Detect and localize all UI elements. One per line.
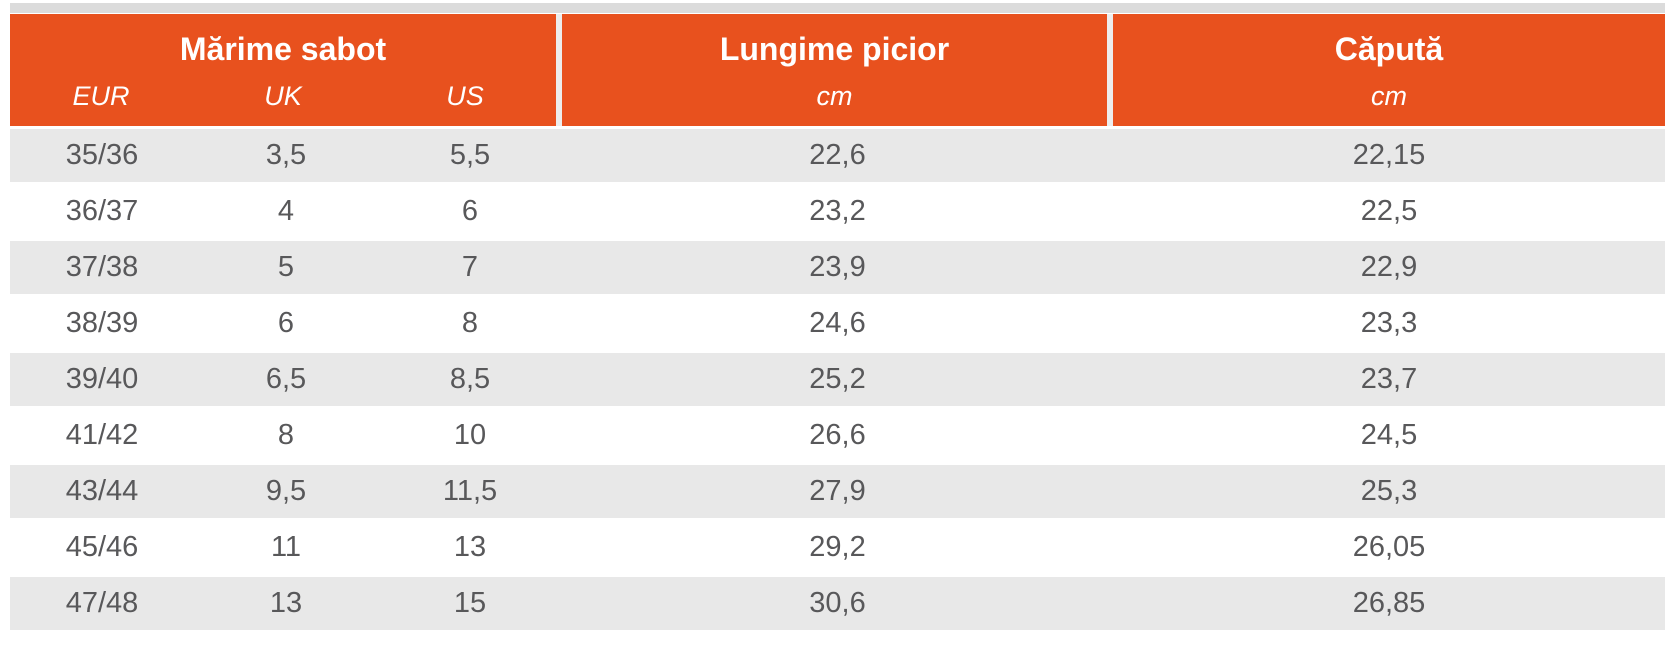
cell-caputa: 22,5 [1360, 195, 1418, 227]
cell-uk: 6 [277, 307, 295, 339]
cell-eur: 39/40 [65, 363, 139, 395]
cell-uk: 11 [270, 531, 302, 563]
table-row: 37/38 5 7 23,9 22,9 [10, 241, 1665, 294]
table-row: 43/44 9,5 11,5 27,9 25,3 [10, 465, 1665, 518]
header-group-caputa: Căpută cm [1113, 14, 1665, 126]
cell-uk: 9,5 [265, 475, 307, 507]
cell-caputa: 26,05 [1352, 531, 1426, 563]
header-sub-eur: EUR [72, 81, 130, 111]
cell-caputa: 22,15 [1352, 139, 1426, 171]
cell-lungime-picior: 24,6 [809, 307, 866, 339]
cell-eur: 43/44 [65, 475, 139, 507]
cell-uk: 5 [277, 251, 295, 283]
cell-uk: 13 [269, 587, 303, 619]
header-sub-us: US [446, 81, 484, 111]
cell-us: 15 [453, 587, 487, 619]
cell-uk: 4 [277, 195, 295, 227]
cell-caputa: 24,5 [1360, 419, 1418, 451]
size-chart-table: Mărime sabot EUR UK US Lungime picior cm… [10, 3, 1665, 630]
table-row: 38/39 6 8 24,6 23,3 [10, 297, 1665, 350]
table-row: 35/36 3,5 5,5 22,6 22,15 [10, 129, 1665, 182]
cell-us: 8 [461, 307, 479, 339]
cell-us: 13 [453, 531, 487, 563]
cell-lungime-picior: 26,6 [809, 419, 866, 451]
cell-uk: 6,5 [265, 363, 307, 395]
cell-eur: 45/46 [65, 531, 139, 563]
table-header: Mărime sabot EUR UK US Lungime picior cm… [10, 14, 1665, 126]
cell-us: 6 [461, 195, 479, 227]
header-subcolumns: EUR UK US [10, 77, 556, 115]
cell-lungime-picior: 25,2 [809, 363, 866, 395]
cell-caputa: 23,3 [1360, 307, 1418, 339]
table-row: 45/46 11 13 29,2 26,05 [10, 521, 1665, 574]
cell-caputa: 22,9 [1360, 251, 1418, 283]
table-top-border [10, 3, 1665, 13]
cell-lungime-picior: 23,9 [809, 251, 866, 283]
cell-lungime-picior: 29,2 [809, 531, 866, 563]
cell-us: 8,5 [449, 363, 491, 395]
table-row: 41/42 8 10 26,6 24,5 [10, 409, 1665, 462]
header-title-caputa: Căpută [1334, 31, 1444, 67]
cell-us: 7 [461, 251, 479, 283]
table-row: 36/37 4 6 23,2 22,5 [10, 185, 1665, 238]
cell-caputa: 23,7 [1360, 363, 1418, 395]
cell-lungime-picior: 22,6 [809, 139, 866, 171]
table-row: 39/40 6,5 8,5 25,2 23,7 [10, 353, 1665, 406]
cell-caputa: 25,3 [1360, 475, 1418, 507]
cell-lungime-picior: 30,6 [809, 587, 866, 619]
cell-lungime-picior: 23,2 [809, 195, 866, 227]
cell-eur: 41/42 [65, 419, 139, 451]
header-sub-uk: UK [264, 81, 302, 111]
header-group-lungime-picior: Lungime picior cm [562, 14, 1107, 126]
cell-uk: 8 [277, 419, 295, 451]
cell-us: 11,5 [442, 475, 498, 507]
cell-us: 5,5 [449, 139, 491, 171]
header-group-marime-sabot: Mărime sabot EUR UK US [10, 14, 556, 126]
cell-eur: 37/38 [65, 251, 139, 283]
cell-uk: 3,5 [265, 139, 307, 171]
header-unit-caputa-cm: cm [1371, 81, 1407, 111]
cell-us: 10 [453, 419, 487, 451]
cell-eur: 35/36 [65, 139, 139, 171]
header-title-marime-sabot: Mărime sabot [179, 31, 387, 67]
cell-eur: 38/39 [65, 307, 139, 339]
cell-lungime-picior: 27,9 [809, 475, 866, 507]
cell-eur: 36/37 [65, 195, 139, 227]
cell-eur: 47/48 [65, 587, 139, 619]
header-unit-lungime-cm: cm [816, 81, 853, 111]
cell-caputa: 26,85 [1352, 587, 1426, 619]
header-title-lungime-picior: Lungime picior [719, 31, 950, 67]
table-row: 47/48 13 15 30,6 26,85 [10, 577, 1665, 630]
